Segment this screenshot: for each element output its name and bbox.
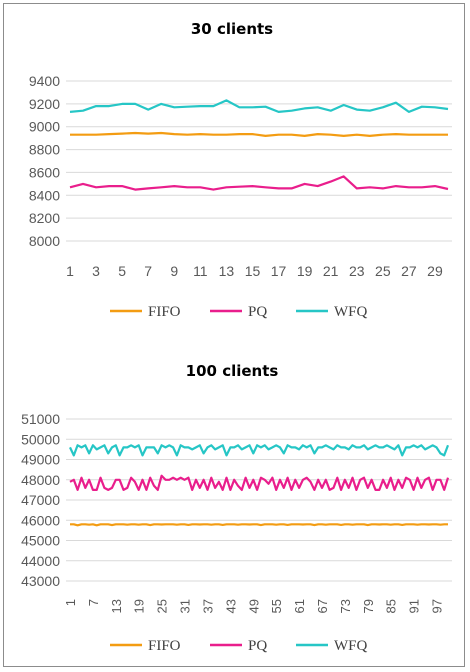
x-tick-label: 85	[384, 599, 399, 613]
x-tick-label: 49	[246, 599, 261, 613]
legend-label-pq: PQ	[248, 638, 267, 654]
y-tick-label: 9200	[29, 96, 60, 112]
x-tick-label: 19	[297, 263, 313, 279]
x-tick-label: 31	[178, 599, 193, 613]
x-tick-label: 67	[315, 599, 330, 613]
y-tick-label: 43000	[21, 573, 60, 589]
x-tick-label: 5	[118, 263, 126, 279]
x-tick-label: 29	[427, 263, 443, 279]
x-tick-label: 13	[109, 599, 124, 613]
x-tick-label: 91	[407, 599, 422, 613]
series-line-fifo	[70, 131, 448, 137]
x-tick-label: 79	[361, 599, 376, 613]
y-tick-label: 8600	[29, 164, 60, 180]
x-tick-label: 7	[144, 263, 152, 279]
y-tick-label: 8800	[29, 142, 60, 158]
x-tick-label: 37	[200, 599, 215, 613]
x-tick-label: 1	[66, 263, 74, 279]
x-tick-label: 55	[269, 599, 284, 613]
x-tick-label: 15	[245, 263, 261, 279]
x-tick-label: 27	[401, 263, 417, 279]
series-line-pq	[69, 474, 450, 491]
x-tick-label: 43	[223, 599, 238, 613]
series-line-wfq	[69, 99, 449, 114]
x-tick-label: 1	[63, 599, 78, 606]
y-tick-label: 47000	[21, 492, 60, 508]
y-tick-label: 8400	[29, 187, 60, 203]
y-tick-label: 9000	[29, 119, 60, 135]
series-line-wfq	[69, 444, 450, 457]
y-tick-label: 8000	[29, 233, 60, 249]
chart-100-clients: 100 clients 51000 50000 49000 48000 47000 460…	[21, 362, 452, 654]
y-tick-label: 8200	[29, 210, 60, 226]
chart-title: 100 clients	[186, 362, 279, 380]
y-tick-label: 51000	[21, 411, 60, 427]
x-tick-label: 7	[86, 599, 101, 606]
x-tick-label: 17	[271, 263, 287, 279]
x-tick-label: 25	[375, 263, 391, 279]
legend-label-wfq: WFQ	[334, 304, 368, 320]
y-tick-label: 50000	[21, 431, 60, 447]
legend-label-pq: PQ	[248, 304, 267, 320]
x-tick-label: 9	[170, 263, 178, 279]
chart-title: 30 clients	[191, 20, 273, 38]
series-line-pq	[69, 175, 449, 191]
legend-label-fifo: FIFO	[148, 638, 181, 654]
x-tick-label: 73	[338, 599, 353, 613]
y-tick-label: 9400	[29, 73, 60, 89]
series-line-fifo	[70, 523, 448, 527]
y-tick-label: 49000	[21, 452, 60, 468]
x-tick-label: 25	[155, 599, 170, 613]
figure-frame	[3, 3, 465, 667]
legend-label-fifo: FIFO	[148, 304, 181, 320]
x-tick-label: 19	[132, 599, 147, 613]
x-tick-label: 23	[349, 263, 365, 279]
y-tick-label: 44000	[21, 553, 60, 569]
x-tick-label: 13	[219, 263, 235, 279]
legend-label-wfq: WFQ	[334, 638, 368, 654]
y-tick-label: 45000	[21, 533, 60, 549]
x-tick-label: 11	[193, 263, 208, 279]
x-tick-label: 61	[292, 599, 307, 613]
y-tick-label: 48000	[21, 472, 60, 488]
x-tick-label: 97	[430, 599, 445, 613]
x-tick-label: 3	[92, 263, 100, 279]
chart-30-clients: 30 clients 9400 9200 9000 8800 8600 8400 8200 8…	[29, 20, 452, 320]
x-tick-label: 21	[323, 263, 339, 279]
y-tick-label: 46000	[21, 512, 60, 528]
